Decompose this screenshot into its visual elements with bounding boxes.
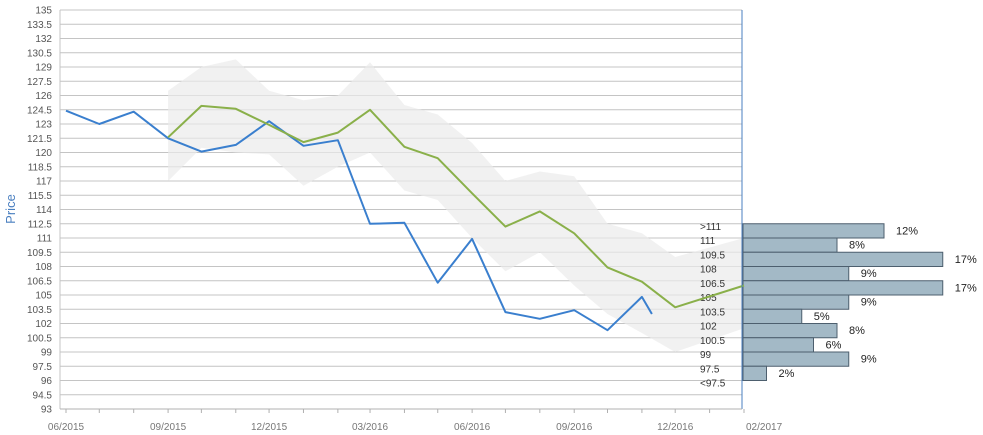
histogram-pct-label: 9%	[861, 268, 877, 280]
histogram-pct-label: 5%	[814, 311, 830, 323]
y-tick-label: 103.5	[27, 305, 52, 316]
x-tick-label: 06/2015	[48, 422, 85, 433]
y-tick-label: 94.5	[33, 390, 53, 401]
y-tick-label: 93	[41, 405, 53, 416]
histogram-bucket-label: 103.5	[700, 307, 725, 318]
histogram-pct-label: 17%	[955, 254, 977, 266]
forecast-band	[168, 59, 745, 353]
y-axis-label: Price	[3, 194, 18, 224]
histogram-pct-label: 6%	[826, 339, 842, 351]
series-line-1	[65, 109, 653, 332]
y-tick-label: 127.5	[27, 77, 52, 88]
x-tick-label: 12/2015	[251, 422, 288, 433]
x-tick-label: 02/2017	[746, 422, 783, 433]
histogram-pct-label: 12%	[896, 225, 918, 237]
y-tick-label: 99	[41, 348, 53, 359]
y-tick-label: 123	[35, 120, 52, 131]
histogram-bar	[742, 251, 944, 267]
series-lines	[65, 104, 745, 332]
series-line-2	[167, 104, 745, 309]
y-tick-label: 114	[36, 205, 52, 216]
y-tick-label: 120	[35, 148, 52, 159]
histogram-bar	[742, 237, 838, 253]
histogram-bar	[742, 294, 850, 310]
histogram-pct-label: 2%	[779, 368, 795, 380]
y-tick-label: 112.5	[28, 219, 53, 230]
y-tick-label: 96	[41, 376, 53, 387]
histogram-bar	[742, 280, 944, 296]
histogram-bucket-label: 111	[700, 236, 716, 247]
histogram-pct-label: 9%	[861, 354, 877, 366]
histogram-bar	[742, 351, 850, 367]
histogram-bucket-label: 108	[700, 265, 717, 276]
y-tick-label: 115.5	[28, 191, 53, 202]
histogram-bar	[742, 337, 814, 353]
histogram-bar	[742, 266, 850, 282]
y-tick-label: 118.5	[28, 162, 53, 173]
histogram-bar	[742, 323, 838, 339]
histogram-bucket-label: 100.5	[700, 336, 725, 347]
histogram-bucket-label: 102	[700, 322, 717, 333]
y-tick-label: 132	[35, 34, 52, 45]
histogram-bucket-label: 105	[700, 293, 717, 304]
y-tick-label: 105	[35, 291, 52, 302]
histogram-bucket-label: 97.5	[700, 364, 720, 375]
histogram-bar	[742, 308, 803, 324]
forecast-band-area	[168, 59, 745, 353]
x-tick-label: 12/2016	[657, 422, 694, 433]
histogram-pct-label: 17%	[955, 282, 977, 294]
y-tick-label: 111	[37, 234, 53, 245]
y-tick-label: 97.5	[33, 362, 53, 373]
x-tick-label: 03/2016	[352, 422, 389, 433]
y-tick-label: 108	[35, 262, 52, 273]
y-tick-label: 109.5	[27, 248, 52, 259]
histogram-pct-label: 8%	[849, 325, 865, 337]
y-tick-label: 130.5	[27, 48, 52, 59]
y-tick-label: 100.5	[27, 333, 52, 344]
histogram-bucket-label: 109.5	[700, 250, 725, 261]
y-tick-label: 121.5	[27, 134, 52, 145]
y-tick-label: 126	[35, 91, 52, 102]
axes: 135 133.5 132 130.5 129 127.5 126 124.5 123 121.5…	[27, 6, 783, 434]
histogram: 12% 8% 17% 9% 17% 9% 5% 8% 6% 9% 2% >111 111 109.5 108…	[700, 222, 977, 390]
histogram-bucket-label: <97.5	[700, 379, 726, 390]
histogram-pct-label: 8%	[849, 240, 865, 252]
x-tick-label: 09/2015	[150, 422, 187, 433]
histogram-bucket-label: 106.5	[700, 279, 725, 290]
y-tick-label: 133.5	[27, 20, 52, 31]
histogram-bar	[742, 223, 885, 239]
y-tick-label: 124.5	[27, 105, 52, 116]
x-tick-label: 06/2016	[454, 422, 491, 433]
y-tick-label: 135	[35, 6, 52, 17]
histogram-pct-label: 9%	[861, 297, 877, 309]
y-tick-label: 106.5	[27, 276, 52, 287]
histogram-bucket-label: 99	[700, 350, 712, 361]
y-tick-label: 129	[35, 63, 52, 74]
y-tick-label: 102	[35, 319, 52, 330]
gridlines	[60, 9, 742, 410]
histogram-bar	[742, 365, 767, 381]
histogram-bucket-label: >111	[700, 222, 721, 233]
x-tick-label: 09/2016	[556, 422, 593, 433]
y-tick-label: 117	[36, 177, 52, 188]
